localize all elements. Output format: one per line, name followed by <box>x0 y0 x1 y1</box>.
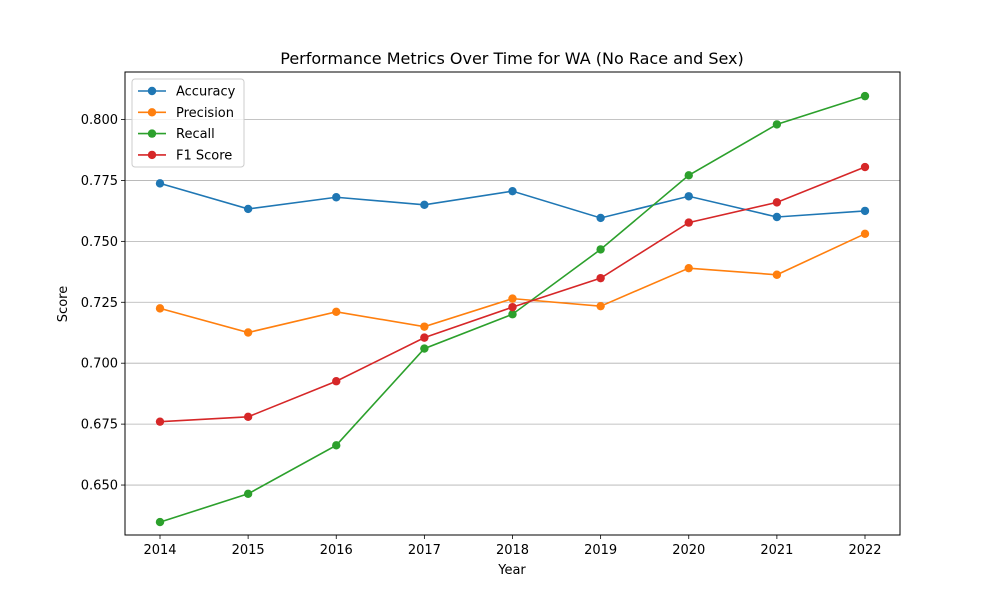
legend-label-recall: Recall <box>176 127 215 142</box>
legend-label-precision: Precision <box>176 106 234 121</box>
data-point-accuracy <box>772 212 782 222</box>
data-point-accuracy <box>420 200 429 210</box>
series-accuracy <box>155 179 870 223</box>
x-tick-label: 2020 <box>672 543 705 558</box>
data-point-recall <box>420 344 429 353</box>
x-axis-label: Year <box>497 563 526 578</box>
legend-marker-f1-score <box>147 150 157 160</box>
data-point-precision <box>772 270 782 279</box>
data-point-f1-score <box>772 198 782 207</box>
legend-label-accuracy: Accuracy <box>176 85 236 100</box>
data-point-recall <box>684 171 693 180</box>
data-point-accuracy <box>332 193 341 202</box>
y-tick-label: 0.725 <box>81 296 118 311</box>
data-point-precision <box>243 328 253 337</box>
legend-marker-accuracy <box>147 86 157 96</box>
data-point-accuracy <box>508 186 517 196</box>
data-point-accuracy <box>155 179 165 188</box>
data-point-recall <box>243 489 253 499</box>
data-point-f1-score <box>420 333 429 342</box>
data-point-f1-score <box>508 302 517 312</box>
x-tick-label: 2015 <box>232 543 265 558</box>
x-tick-label: 2016 <box>320 543 353 558</box>
data-point-recall <box>772 120 782 129</box>
data-point-accuracy <box>684 192 693 201</box>
x-axis: 2014 2015 2016 2017 2018 2019 2020 2021 2022 <box>143 535 882 558</box>
data-point-precision <box>420 322 429 331</box>
data-point-precision <box>332 307 341 316</box>
y-axis-label: Score <box>56 286 71 322</box>
data-point-f1-score <box>860 162 870 172</box>
y-tick-label: 0.650 <box>81 479 118 494</box>
data-point-f1-score <box>243 412 253 422</box>
data-point-recall <box>155 517 165 527</box>
data-point-recall <box>596 245 605 254</box>
legend-marker-recall <box>147 129 157 138</box>
data-point-recall <box>332 441 341 450</box>
y-tick-label: 0.750 <box>81 235 118 250</box>
x-tick-label: 2018 <box>496 543 529 558</box>
x-tick-label: 2019 <box>584 543 617 558</box>
data-point-f1-score <box>155 417 165 426</box>
data-point-f1-score <box>332 377 341 386</box>
data-point-f1-score <box>596 273 605 283</box>
data-point-precision <box>155 304 165 313</box>
y-tick-label: 0.675 <box>81 418 118 433</box>
legend-box <box>131 78 245 168</box>
series-precision <box>155 229 870 337</box>
data-point-accuracy <box>860 206 870 216</box>
y-tick-label: 0.800 <box>81 113 118 128</box>
data-point-precision <box>684 263 693 273</box>
plot-area <box>155 91 870 527</box>
chart-title: Performance Metrics Over Time for WA (No… <box>280 49 744 68</box>
y-tick-label: 0.700 <box>81 357 118 372</box>
x-tick-label: 2017 <box>408 543 441 558</box>
x-tick-label: 2021 <box>760 543 793 558</box>
data-point-precision <box>596 301 605 311</box>
series-line-f1-score <box>159 166 866 423</box>
data-point-precision <box>860 229 870 239</box>
data-point-accuracy <box>243 204 253 214</box>
x-tick-label: 2022 <box>848 543 881 558</box>
legend-label-f1-score: F1 Score <box>176 148 232 163</box>
data-point-accuracy <box>596 213 605 223</box>
y-axis: 0.650 0.675 0.700 0.725 0.750 0.775 0.800 <box>81 113 125 494</box>
data-point-recall <box>508 310 517 319</box>
legend-marker-precision <box>147 108 157 117</box>
data-point-f1-score <box>684 218 693 227</box>
x-tick-label: 2014 <box>143 543 176 558</box>
data-point-precision <box>508 294 517 303</box>
series-f1-score <box>155 162 870 426</box>
grid-lines <box>125 119 900 486</box>
legend: Accuracy Precision Recall F1 Score <box>131 78 245 168</box>
y-tick-label: 0.775 <box>81 174 118 189</box>
data-point-recall <box>860 91 870 101</box>
series-recall <box>155 91 870 527</box>
